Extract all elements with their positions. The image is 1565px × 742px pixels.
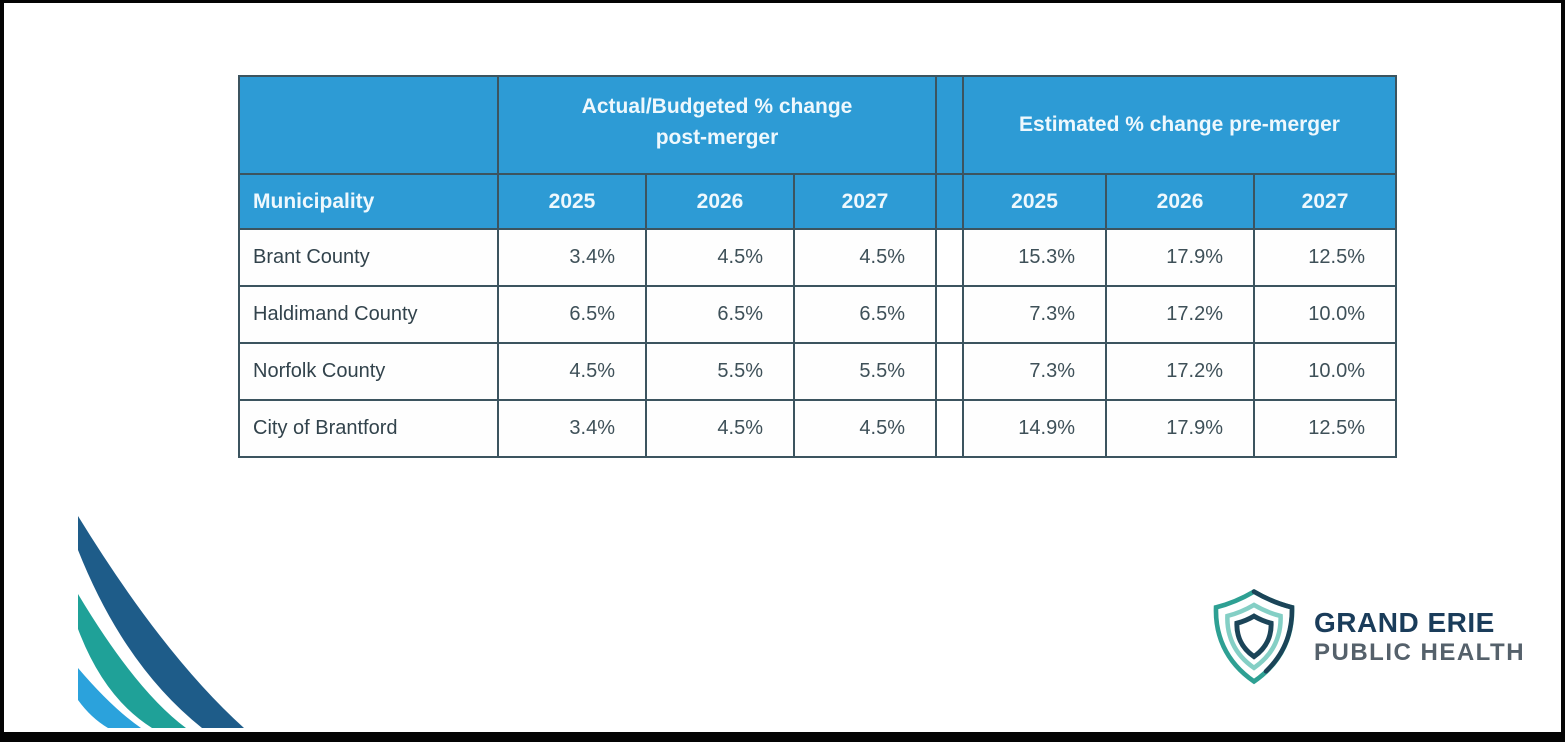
corner-blank-cell — [238, 75, 499, 175]
value-cell: 10.0% — [1253, 285, 1398, 344]
col-header-municipality: Municipality — [238, 173, 499, 230]
value-cell: 17.9% — [1105, 399, 1256, 458]
value-cell: 4.5% — [792, 228, 938, 287]
value-cell: 7.3% — [962, 342, 1108, 401]
spacer-cell — [935, 173, 965, 230]
value-cell: 17.2% — [1105, 342, 1256, 401]
municipality-cell: Haldimand County — [238, 285, 499, 344]
value-cell: 6.5% — [792, 285, 938, 344]
table-row: City of Brantford 3.4% 4.5% 4.5% 14.9% 1… — [238, 399, 1398, 458]
group-header-post-merger: Actual/Budgeted % change post-merger — [496, 75, 938, 175]
table-row: Norfolk County 4.5% 5.5% 5.5% 7.3% 17.2%… — [238, 342, 1398, 401]
col-header-post-2026: 2026 — [645, 173, 795, 230]
spacer-cell — [935, 399, 965, 458]
table-row: Brant County 3.4% 4.5% 4.5% 15.3% 17.9% … — [238, 228, 1398, 287]
col-header-pre-2027: 2027 — [1253, 173, 1398, 230]
value-cell: 6.5% — [497, 285, 647, 344]
value-cell: 4.5% — [497, 342, 647, 401]
municipality-cell: Norfolk County — [238, 342, 499, 401]
col-header-post-2027: 2027 — [792, 173, 938, 230]
corner-stripes-decoration — [78, 516, 244, 728]
value-cell: 5.5% — [792, 342, 938, 401]
logo-subtitle: PUBLIC HEALTH — [1314, 638, 1526, 666]
value-cell: 6.5% — [645, 285, 795, 344]
col-header-post-2025: 2025 — [497, 173, 647, 230]
value-cell: 17.2% — [1105, 285, 1256, 344]
logo-name: GRAND ERIE — [1314, 606, 1495, 638]
value-cell: 4.5% — [792, 399, 938, 458]
spacer-cell — [935, 228, 965, 287]
shield-icon — [1213, 588, 1295, 685]
value-cell: 7.3% — [962, 285, 1108, 344]
col-header-pre-2026: 2026 — [1105, 173, 1256, 230]
spacer-cell — [935, 75, 965, 175]
value-cell: 12.5% — [1253, 228, 1398, 287]
spacer-cell — [935, 285, 965, 344]
spacer-cell — [935, 342, 965, 401]
value-cell: 4.5% — [645, 228, 795, 287]
table-row: Haldimand County 6.5% 6.5% 6.5% 7.3% 17.… — [238, 285, 1398, 344]
grand-erie-logo: GRAND ERIE PUBLIC HEALTH — [1207, 587, 1525, 687]
value-cell: 12.5% — [1253, 399, 1398, 458]
logo-wordmark: GRAND ERIE PUBLIC HEALTH — [1314, 606, 1526, 666]
col-header-pre-2025: 2025 — [962, 173, 1108, 230]
value-cell: 17.9% — [1105, 228, 1256, 287]
value-cell: 3.4% — [497, 228, 647, 287]
table-column-header-row: Municipality 2025 2026 2027 2025 2026 20… — [238, 173, 1398, 230]
value-cell: 3.4% — [497, 399, 647, 458]
value-cell: 4.5% — [645, 399, 795, 458]
value-cell: 5.5% — [645, 342, 795, 401]
value-cell: 14.9% — [962, 399, 1108, 458]
value-cell: 10.0% — [1253, 342, 1398, 401]
group-header-pre-merger: Estimated % change pre-merger — [962, 75, 1398, 175]
budget-table-container: Actual/Budgeted % change post-merger Est… — [238, 75, 1398, 458]
value-cell: 15.3% — [962, 228, 1108, 287]
municipality-cell: Brant County — [238, 228, 499, 287]
municipality-cell: City of Brantford — [238, 399, 499, 458]
table-group-header-row: Actual/Budgeted % change post-merger Est… — [238, 75, 1398, 175]
budget-table: Actual/Budgeted % change post-merger Est… — [238, 75, 1398, 458]
